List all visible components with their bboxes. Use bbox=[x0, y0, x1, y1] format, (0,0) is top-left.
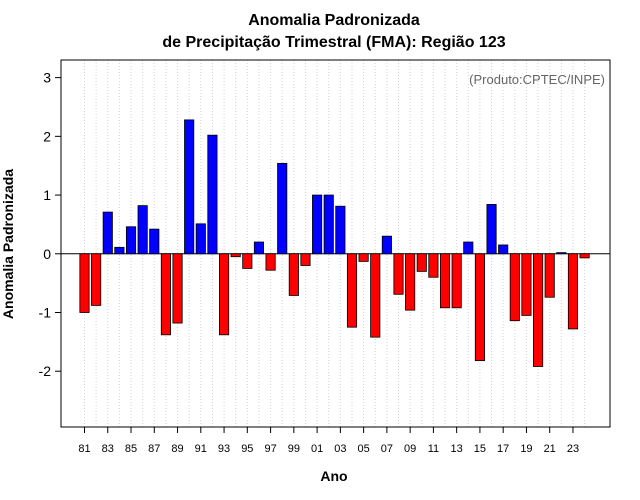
x-tick-label-93: 93 bbox=[218, 443, 230, 455]
x-tick-label-91: 91 bbox=[195, 443, 207, 455]
source-note: (Produto:CPTEC/INPE) bbox=[469, 72, 605, 87]
bar-1995 bbox=[242, 253, 253, 269]
bar-2005 bbox=[358, 253, 369, 262]
x-tick-label-17: 17 bbox=[497, 443, 509, 455]
bar-2017 bbox=[498, 244, 509, 255]
bar-2000 bbox=[300, 253, 311, 266]
bar-1994 bbox=[230, 253, 241, 258]
bar-2022 bbox=[556, 252, 567, 255]
x-axis: 81 83 85 87 89 91 93 95 97 99 01 03 05 07 09 11 13 15 17 19… bbox=[78, 427, 579, 455]
bar-1989 bbox=[172, 253, 183, 324]
bar-1993 bbox=[219, 253, 230, 336]
bar-1996 bbox=[253, 241, 265, 255]
bar-2014 bbox=[463, 241, 474, 255]
x-tick-label-07: 07 bbox=[381, 443, 393, 455]
bar-2024 bbox=[579, 253, 590, 259]
x-tick-label-11: 11 bbox=[428, 443, 439, 455]
y-tick-label-1: 1 bbox=[43, 187, 51, 203]
x-tick-label-19: 19 bbox=[520, 443, 532, 455]
bar-2008 bbox=[393, 253, 404, 295]
bar-1982 bbox=[91, 253, 102, 306]
bar-1998 bbox=[277, 162, 288, 255]
bar-1984 bbox=[114, 246, 125, 255]
bar-1997 bbox=[265, 253, 276, 271]
chart-title-line-1: Anomalia Padronizada bbox=[248, 12, 420, 29]
x-tick-label-89: 89 bbox=[171, 443, 183, 455]
bar-1999 bbox=[288, 253, 299, 296]
x-tick-label-13: 13 bbox=[451, 443, 463, 455]
x-tick-label-09: 09 bbox=[404, 443, 416, 455]
bar-2016 bbox=[486, 204, 497, 255]
bar-2013 bbox=[451, 253, 462, 309]
x-tick-label-21: 21 bbox=[544, 443, 556, 455]
y-tick-label--2: -2 bbox=[39, 363, 52, 379]
bars bbox=[79, 119, 590, 367]
x-axis-label: Ano bbox=[320, 468, 347, 484]
bar-1981 bbox=[79, 253, 90, 313]
y-tick-label-0: 0 bbox=[43, 246, 51, 262]
bar-1988 bbox=[160, 253, 171, 336]
x-tick-label-87: 87 bbox=[148, 443, 160, 455]
bar-2015 bbox=[474, 253, 485, 362]
plot-frame bbox=[60, 59, 611, 428]
x-tick-label-15: 15 bbox=[474, 443, 486, 455]
bar-1986 bbox=[137, 205, 148, 255]
x-tick-label-97: 97 bbox=[264, 443, 276, 455]
grid-lines bbox=[84, 60, 586, 427]
bar-2011 bbox=[428, 253, 439, 278]
y-axis-label: Anomalia Padronizada bbox=[0, 169, 16, 319]
x-tick-label-03: 03 bbox=[334, 443, 346, 455]
bar-2012 bbox=[439, 253, 451, 309]
bar-2007 bbox=[381, 235, 392, 255]
bar-1991 bbox=[195, 223, 206, 255]
bar-2009 bbox=[405, 253, 416, 311]
x-tick-label-81: 81 bbox=[78, 443, 90, 455]
y-tick-label-3: 3 bbox=[43, 70, 51, 86]
x-tick-label-85: 85 bbox=[125, 443, 137, 455]
bar-2023 bbox=[567, 253, 579, 330]
y-axis: -2 -1 0 1 2 3 bbox=[39, 70, 61, 379]
bar-2010 bbox=[416, 253, 427, 272]
bar-1992 bbox=[207, 134, 218, 255]
bar-1983 bbox=[102, 211, 113, 255]
x-tick-label-05: 05 bbox=[357, 443, 369, 455]
bar-2001 bbox=[312, 194, 323, 255]
bar-2002 bbox=[323, 194, 334, 255]
bar-2018 bbox=[509, 253, 520, 322]
x-tick-label-83: 83 bbox=[102, 443, 114, 455]
bar-2006 bbox=[370, 253, 381, 338]
x-tick-label-95: 95 bbox=[241, 443, 253, 455]
chart-title-line-2: de Precipitação Trimestral (FMA): Região… bbox=[162, 34, 505, 51]
bar-2020 bbox=[533, 253, 544, 367]
x-tick-label-01: 01 bbox=[311, 443, 323, 455]
x-tick-label-23: 23 bbox=[567, 443, 579, 455]
x-tick-label-99: 99 bbox=[288, 443, 300, 455]
bar-1985 bbox=[125, 226, 137, 255]
bar-2019 bbox=[521, 253, 532, 316]
bar-1987 bbox=[149, 228, 160, 255]
bar-1990 bbox=[184, 119, 195, 255]
bar-2004 bbox=[346, 253, 358, 328]
bar-2021 bbox=[544, 253, 555, 298]
y-tick-label-2: 2 bbox=[43, 128, 51, 144]
bar-2003 bbox=[335, 205, 346, 255]
y-tick-label--1: -1 bbox=[39, 304, 52, 320]
